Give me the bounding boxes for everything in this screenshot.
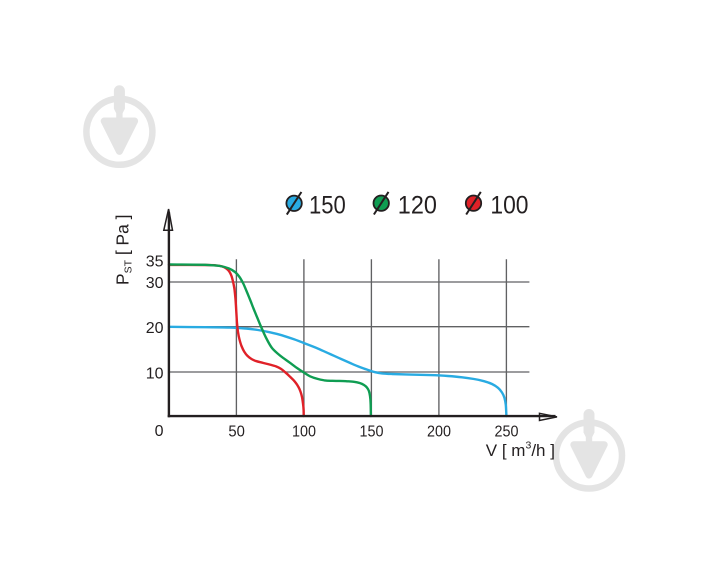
svg-text:0: 0 — [155, 423, 164, 440]
svg-text:250: 250 — [495, 424, 519, 441]
svg-text:100: 100 — [292, 424, 316, 441]
svg-text:150: 150 — [309, 192, 346, 220]
svg-text:20: 20 — [146, 320, 164, 337]
svg-text:100: 100 — [490, 192, 528, 220]
svg-text:120: 120 — [398, 192, 437, 220]
svg-text:V [ m3/h ]: V [ m3/h ] — [486, 440, 555, 461]
svg-text:PST [ Pa ]: PST [ Pa ] — [113, 215, 135, 285]
svg-text:10: 10 — [146, 366, 164, 383]
svg-text:50: 50 — [228, 424, 245, 441]
svg-text:30: 30 — [146, 275, 164, 292]
svg-text:200: 200 — [427, 424, 451, 441]
svg-text:150: 150 — [360, 424, 384, 441]
svg-text:35: 35 — [146, 253, 164, 270]
